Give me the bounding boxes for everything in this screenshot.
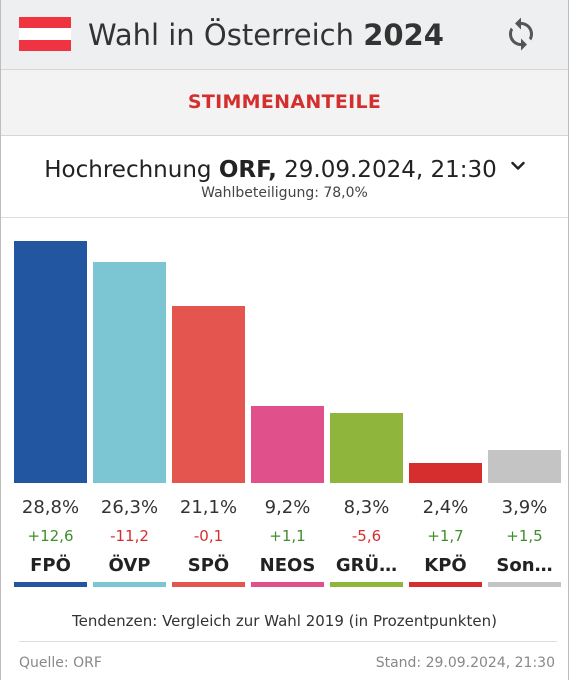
party-name-son: Son… bbox=[496, 555, 553, 576]
footer-divider bbox=[19, 641, 557, 642]
party-name-spö: SPÖ bbox=[187, 555, 230, 576]
trend-footnote: Tendenzen: Vergleich zur Wahl 2019 (in P… bbox=[72, 612, 497, 630]
austria-flag-icon bbox=[19, 17, 71, 51]
projection-selector[interactable]: Hochrechnung ORF, 29.09.2024, 21:30 Wahl… bbox=[1, 136, 568, 218]
title-year: 2024 bbox=[363, 18, 444, 52]
timestamp-label: Stand: 29.09.2024, 21:30 bbox=[375, 655, 555, 671]
change-label-spö: -0,1 bbox=[193, 527, 224, 545]
projection-prefix: Hochrechnung bbox=[44, 157, 212, 183]
chevron-down-icon[interactable] bbox=[511, 150, 525, 170]
change-label-neos: +1,1 bbox=[269, 527, 306, 545]
projection-dropdown[interactable]: Hochrechnung ORF, 29.09.2024, 21:30 bbox=[1, 150, 568, 186]
change-label-grü: -5,6 bbox=[351, 527, 382, 545]
bar-son bbox=[488, 450, 561, 483]
title-prefix: Wahl in Österreich bbox=[88, 18, 354, 52]
tab-bar: STIMMENANTEILE bbox=[1, 70, 568, 136]
bar-fpö bbox=[14, 241, 87, 483]
party-name-neos: NEOS bbox=[259, 555, 316, 576]
change-label-kpö: +1,7 bbox=[427, 527, 464, 545]
value-label-spö: 21,1% bbox=[179, 497, 238, 518]
party-name-fpö: FPÖ bbox=[30, 555, 71, 576]
bar-grü bbox=[330, 413, 403, 483]
bar-kpö bbox=[409, 463, 482, 483]
refresh-icon[interactable] bbox=[503, 16, 539, 52]
tab-stimmenanteile[interactable]: STIMMENANTEILE bbox=[187, 91, 382, 113]
change-label-son: +1,5 bbox=[506, 527, 543, 545]
flag-stripe-bottom bbox=[19, 39, 71, 51]
party-underline-grü bbox=[330, 582, 403, 587]
value-label-fpö: 28,8% bbox=[21, 497, 80, 518]
party-underline-son bbox=[488, 582, 561, 587]
header: Wahl in Österreich 2024 bbox=[1, 0, 568, 70]
turnout-label: Wahlbeteiligung: 78,0% bbox=[201, 185, 368, 201]
party-underline-kpö bbox=[409, 582, 482, 587]
bar-neos bbox=[251, 406, 324, 483]
value-label-grü: 8,3% bbox=[343, 497, 390, 518]
party-underline-neos bbox=[251, 582, 324, 587]
flag-stripe-middle bbox=[19, 28, 71, 40]
value-label-kpö: 2,4% bbox=[422, 497, 469, 518]
change-label-övp: -11,2 bbox=[110, 527, 149, 545]
party-name-övp: ÖVP bbox=[108, 555, 151, 576]
bar-chart bbox=[1, 218, 568, 483]
value-label-son: 3,9% bbox=[501, 497, 548, 518]
party-name-kpö: KPÖ bbox=[424, 555, 467, 576]
party-underline-spö bbox=[172, 582, 245, 587]
party-underline-övp bbox=[93, 582, 166, 587]
source-label: Quelle: ORF bbox=[19, 655, 102, 671]
bar-spö bbox=[172, 306, 245, 483]
party-underline-fpö bbox=[14, 582, 87, 587]
flag-stripe-top bbox=[19, 17, 71, 29]
projection-datetime: 29.09.2024, 21:30 bbox=[284, 157, 497, 183]
value-label-neos: 9,2% bbox=[264, 497, 311, 518]
page-title: Wahl in Österreich 2024 bbox=[88, 16, 444, 54]
projection-source: ORF, bbox=[218, 157, 277, 183]
change-label-fpö: +12,6 bbox=[27, 527, 74, 545]
party-name-grü: GRÜ… bbox=[335, 555, 398, 576]
value-label-övp: 26,3% bbox=[100, 497, 159, 518]
bar-övp bbox=[93, 262, 166, 483]
